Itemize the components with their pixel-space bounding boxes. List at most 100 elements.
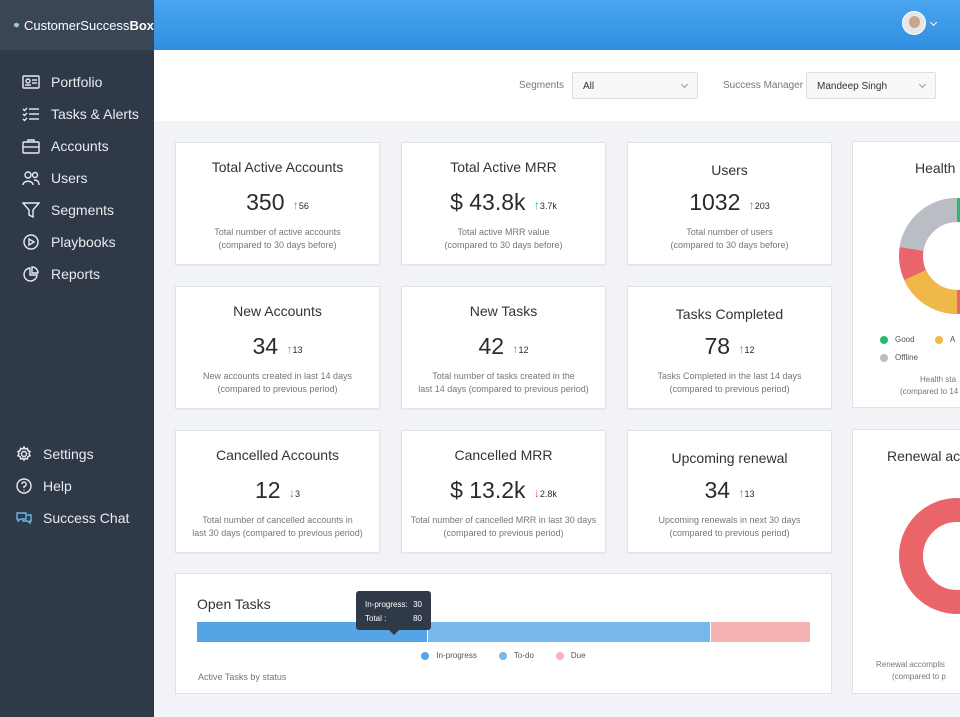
legend-dot bbox=[880, 353, 888, 362]
metric-title: Cancelled MRR bbox=[454, 447, 553, 463]
logo-suffix: Box bbox=[129, 17, 154, 33]
metric-description-line: (compared to previous period) bbox=[669, 384, 790, 394]
metric-description-line: New accounts created in last 14 days bbox=[202, 371, 353, 381]
legend-good: Good bbox=[880, 335, 915, 344]
tasks-icon bbox=[22, 107, 39, 122]
sidebar-item-tasks-alerts[interactable]: Tasks & Alerts bbox=[0, 98, 154, 130]
caption-line: Renewal accomplis bbox=[876, 660, 945, 669]
metric-value-row: 42 ↑12 bbox=[402, 333, 605, 360]
sidebar-item-success-chat[interactable]: Success Chat bbox=[0, 502, 154, 534]
metric-description-line: (compared to previous period) bbox=[443, 528, 564, 538]
metric-description: New accounts created in last 14 days (com… bbox=[182, 370, 373, 396]
sidebar-item-reports[interactable]: Reports bbox=[0, 258, 154, 290]
bar-segment-to-do[interactable] bbox=[426, 622, 711, 642]
legend-item-in-progress[interactable]: In-progress bbox=[421, 651, 477, 660]
sidebar-item-label: Success Chat bbox=[43, 510, 130, 526]
metric-delta: ↑3.7k bbox=[534, 198, 557, 212]
metric-card[interactable]: Users 1032 ↑203 Total number of users (comp… bbox=[627, 142, 832, 265]
play-icon bbox=[23, 234, 39, 250]
segments-value: All bbox=[583, 81, 595, 92]
open-tasks-legend: In-progress To-do Due bbox=[176, 651, 831, 660]
metric-description: Total number of cancelled MRR in last 30… bbox=[408, 514, 599, 540]
metric-value: 12 bbox=[255, 477, 281, 503]
open-tasks-title: Open Tasks bbox=[197, 596, 271, 612]
sidebar-item-segments[interactable]: Segments bbox=[0, 194, 154, 226]
metric-description-line: (compared to 30 days before) bbox=[444, 240, 563, 250]
metric-delta: ↑203 bbox=[749, 198, 770, 212]
metric-delta-value: 56 bbox=[298, 201, 309, 211]
logo[interactable]: CustomerSuccess Box bbox=[0, 0, 154, 50]
filter-bar: Segments All Success Manager Mandeep Sin… bbox=[154, 50, 960, 121]
metric-value: 34 bbox=[252, 333, 279, 359]
metric-description-line: (compared to 30 days before) bbox=[218, 240, 337, 250]
sidebar: CustomerSuccess Box Portfolio Tasks & Ale… bbox=[0, 0, 154, 717]
metric-description: Total active MRR value (compared to 30 da… bbox=[408, 226, 599, 252]
metric-value: $ 13.2k bbox=[450, 477, 526, 503]
metric-title: Upcoming renewal bbox=[671, 450, 788, 466]
health-panel: Health Good A Offline Health sta (compar… bbox=[852, 141, 960, 408]
metric-card[interactable]: Upcoming renewal 34 ↑13 Upcoming renewals … bbox=[627, 430, 832, 553]
chevron-down-icon bbox=[680, 80, 689, 89]
sidebar-item-playbooks[interactable]: Playbooks bbox=[0, 226, 154, 258]
renewal-donut bbox=[899, 498, 960, 614]
donut-slice-average bbox=[904, 269, 958, 315]
filter-icon bbox=[22, 202, 40, 218]
metric-value-row: $ 13.2k ↓2.8k bbox=[402, 477, 605, 504]
success-manager-select[interactable]: Mandeep Singh bbox=[806, 72, 936, 99]
open-tasks-subtitle: Active Tasks by status bbox=[198, 672, 287, 682]
sidebar-item-label: Playbooks bbox=[51, 234, 116, 250]
legend-dot bbox=[421, 651, 430, 660]
sidebar-item-label: Segments bbox=[51, 202, 115, 218]
chevron-down-icon[interactable] bbox=[929, 18, 938, 27]
metric-card[interactable]: New Accounts 34 ↑13 New accounts created i… bbox=[175, 286, 380, 409]
metric-value-row: 12 ↓3 bbox=[176, 477, 379, 504]
metric-delta: ↑12 bbox=[738, 342, 754, 356]
metric-card[interactable]: New Tasks 42 ↑12 Total number of tasks cre… bbox=[401, 286, 606, 409]
sidebar-item-portfolio[interactable]: Portfolio bbox=[0, 66, 154, 98]
metric-title: Tasks Completed bbox=[675, 306, 784, 322]
open-tasks-bar bbox=[197, 622, 810, 642]
metric-card[interactable]: Cancelled Accounts 12 ↓3 Total number of c… bbox=[175, 430, 380, 553]
sidebar-item-label: Help bbox=[43, 478, 72, 494]
metric-value-row: 1032 ↑203 bbox=[628, 189, 831, 216]
metric-value: 34 bbox=[704, 477, 731, 503]
metric-title: Cancelled Accounts bbox=[216, 447, 339, 463]
metric-description-line: Total active MRR value bbox=[457, 227, 550, 237]
renewal-title: Renewal acc bbox=[887, 448, 960, 464]
metric-delta-value: 203 bbox=[754, 201, 770, 211]
open-tasks-card: Open Tasks In-progress To-do Due Active Ta… bbox=[175, 573, 832, 694]
tooltip-label: Total : bbox=[365, 614, 387, 623]
legend-item-to-do[interactable]: To-do bbox=[498, 651, 534, 660]
health-title: Health bbox=[915, 160, 956, 176]
metric-title: New Accounts bbox=[233, 303, 322, 319]
sidebar-item-label: Settings bbox=[43, 446, 94, 462]
metric-card[interactable]: Cancelled MRR $ 13.2k ↓2.8k Total number o… bbox=[401, 430, 606, 553]
caption-line: (compared to p bbox=[892, 672, 946, 681]
legend-label: Good bbox=[895, 335, 915, 344]
tooltip-label: In-progress: bbox=[365, 600, 408, 609]
metric-description-line: (compared to 30 days before) bbox=[670, 240, 789, 250]
metric-card[interactable]: Total Active MRR $ 43.8k ↑3.7k Total activ… bbox=[401, 142, 606, 265]
metric-card[interactable]: Tasks Completed 78 ↑12 Tasks Completed in … bbox=[627, 286, 832, 409]
sidebar-item-users[interactable]: Users bbox=[0, 162, 154, 194]
bar-segment-due[interactable] bbox=[710, 622, 810, 642]
sidebar-item-settings[interactable]: Settings bbox=[0, 438, 154, 470]
metric-value: 1032 bbox=[689, 189, 741, 215]
metric-title: Total Active Accounts bbox=[211, 159, 344, 175]
metric-card[interactable]: Total Active Accounts 350 ↑56 Total number… bbox=[175, 142, 380, 265]
tooltip-value: 80 bbox=[413, 614, 422, 623]
metric-description-line: last 14 days (compared to previous perio… bbox=[418, 384, 589, 394]
metric-description: Total number of cancelled accounts in las… bbox=[182, 514, 373, 540]
metric-description-line: last 30 days (compared to previous perio… bbox=[192, 528, 363, 538]
sidebar-item-label: Accounts bbox=[51, 138, 109, 154]
segments-select[interactable]: All bbox=[572, 72, 698, 99]
sidebar-item-help[interactable]: Help bbox=[0, 470, 154, 502]
metric-delta: ↓3 bbox=[289, 486, 300, 500]
legend-item-due[interactable]: Due bbox=[555, 651, 586, 660]
metric-delta-value: 3 bbox=[294, 489, 300, 499]
metric-description-line: Upcoming renewals in next 30 days bbox=[658, 515, 801, 525]
sidebar-item-accounts[interactable]: Accounts bbox=[0, 130, 154, 162]
avatar[interactable] bbox=[902, 11, 926, 35]
caption-line: (compared to 14 bbox=[900, 387, 959, 396]
metric-delta: ↑12 bbox=[512, 342, 528, 356]
